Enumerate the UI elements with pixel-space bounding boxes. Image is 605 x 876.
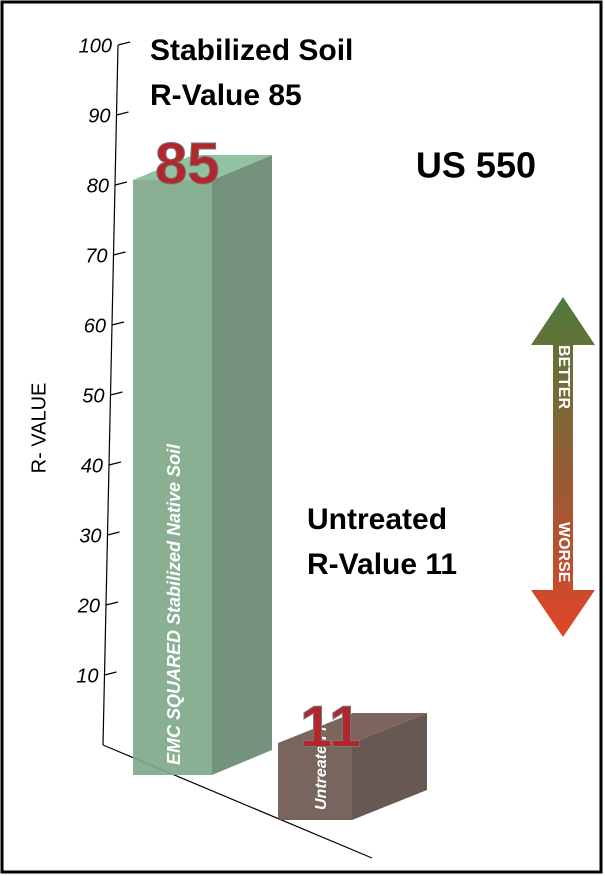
y-tick-label: 40: [81, 455, 103, 477]
y-tick-label: 80: [87, 175, 109, 197]
y-tick: [114, 181, 128, 186]
y-tick: [116, 111, 129, 116]
y-tick-label: 60: [84, 315, 106, 337]
y-tick-label: 10: [76, 665, 98, 687]
bar-side: [212, 155, 272, 775]
annotation: Stabilized Soil: [150, 34, 353, 67]
value-label: 11: [300, 694, 361, 759]
bar-label: Untreated Native Soil: [313, 649, 330, 810]
bar: [133, 180, 212, 775]
arrow-label: WORSE: [555, 522, 572, 583]
y-tick-label: 70: [85, 245, 107, 267]
bar-side: [352, 713, 427, 820]
y-axis-label: R- VALUE: [28, 383, 50, 474]
annotation: Untreated: [307, 503, 447, 536]
y-tick-label: 100: [79, 35, 112, 57]
bar-label: EMC SQUARED Stabilized Native Soil: [164, 443, 184, 765]
y-tick-label: 20: [77, 595, 100, 617]
y-tick: [104, 671, 117, 676]
y-tick-label: 90: [88, 105, 110, 127]
value-label: 85: [155, 131, 220, 196]
y-tick: [117, 41, 131, 46]
bar-top: [133, 155, 272, 180]
chart-title: US 550: [416, 145, 536, 186]
y-tick-label: 50: [82, 385, 104, 407]
y-tick: [111, 321, 125, 326]
y-tick: [105, 601, 119, 606]
y-tick: [113, 251, 126, 256]
y-tick-label: 30: [79, 525, 101, 547]
bar: [278, 743, 352, 820]
annotation: R-Value 11: [307, 548, 457, 581]
bar-top: [278, 713, 427, 743]
y-tick: [108, 461, 122, 466]
annotation: R-Value 85: [150, 79, 302, 112]
better-worse-arrow: [531, 297, 595, 637]
arrow-label: BETTER: [555, 345, 572, 409]
y-tick: [110, 391, 123, 396]
y-tick: [107, 531, 120, 536]
